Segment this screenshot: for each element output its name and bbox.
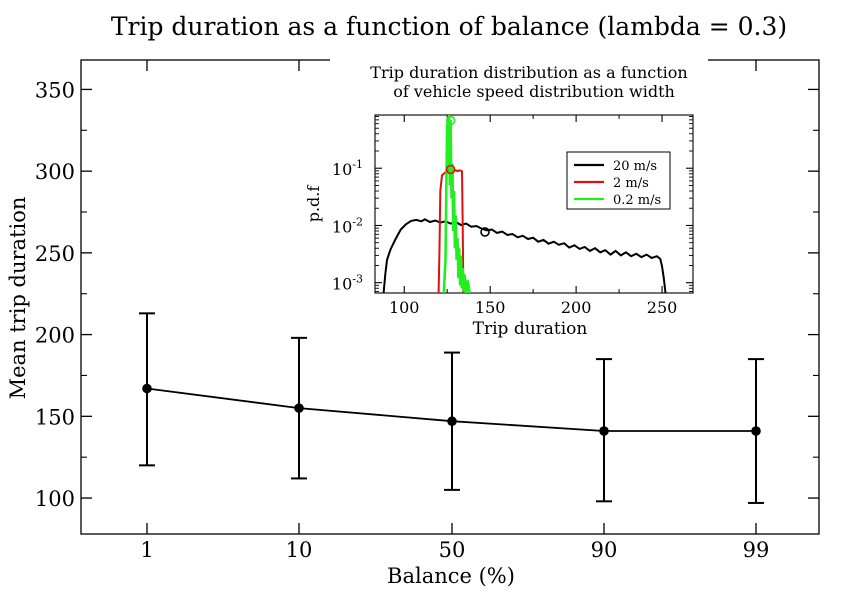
inset-mean-marker-1	[480, 227, 490, 237]
inset-x-tick-label: 150	[475, 298, 506, 317]
main-data-point	[294, 403, 304, 413]
main-x-tick-label: 99	[743, 538, 770, 562]
main-data-point	[751, 426, 761, 436]
inset-x-tick-label: 100	[389, 298, 420, 317]
inset-series-line-1	[382, 218, 667, 293]
inset-mean-marker-3	[445, 115, 456, 126]
inset-legend-label-3: 0.2 m/s	[613, 193, 661, 208]
main-data-point	[142, 383, 152, 394]
inset-y-axis-label: p.d.f	[304, 185, 323, 223]
inset-x-tick-label: 200	[561, 298, 592, 317]
main-data-points	[142, 383, 761, 436]
main-x-axis-label: Balance (%)	[387, 564, 515, 588]
main-x-tick-label: 90	[591, 538, 618, 562]
main-data-point	[599, 426, 609, 436]
inset-chart: Trip duration distribution as a function…	[304, 58, 708, 342]
main-data-point	[447, 416, 457, 427]
inset-plot-frame	[374, 114, 694, 294]
main-y-tick-label: 200	[35, 324, 75, 348]
inset-legend-label-1: 20 m/s	[613, 159, 657, 174]
inset-legend: 20 m/s 2 m/s 0.2 m/s	[566, 151, 671, 210]
main-y-tick-label: 250	[35, 242, 75, 266]
main-x-tick-label: 1	[140, 538, 153, 562]
main-x-axis: 1 10 50 90 99	[140, 60, 769, 562]
inset-series-group	[382, 115, 667, 293]
main-y-axis-label: Mean trip duration	[6, 197, 30, 400]
inset-mean-markers	[445, 115, 490, 237]
inset-title-line-2: of vehicle speed distribution width	[393, 82, 675, 101]
inset-series-line-3	[442, 115, 471, 293]
inset-y-tick-label: 10-1	[332, 158, 363, 179]
inset-y-tick-label: 10-2	[332, 215, 363, 236]
main-x-tick-label: 10	[286, 538, 313, 562]
inset-legend-label-2: 2 m/s	[613, 176, 649, 191]
main-y-tick-label: 300	[35, 160, 75, 184]
main-y-tick-label: 100	[35, 487, 75, 511]
main-chart-title: Trip duration as a function of balance (…	[111, 12, 787, 41]
main-y-tick-label: 350	[35, 78, 75, 102]
inset-x-tick-label: 250	[647, 298, 678, 317]
main-y-axis: 100 150 200 250 300 350	[35, 78, 819, 511]
main-x-tick-label: 50	[439, 538, 466, 562]
inset-x-axis-label: Trip duration	[473, 319, 588, 339]
inset-title-line-1: Trip duration distribution as a function	[370, 63, 687, 82]
inset-mean-marker-2	[445, 164, 456, 175]
main-y-tick-label: 150	[35, 405, 75, 429]
inset-y-tick-label: 10-3	[332, 273, 363, 294]
inset-x-axis: 100 150 200 250	[389, 115, 677, 317]
inset-y-axis: 10-3 10-2 10-1	[332, 116, 693, 294]
